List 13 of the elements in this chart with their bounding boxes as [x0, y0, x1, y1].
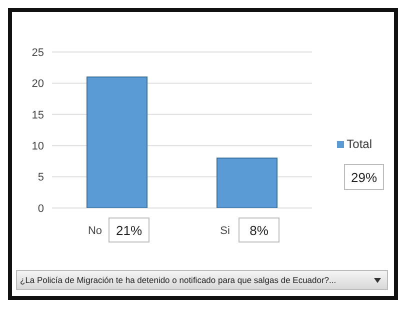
legend-label: Total — [346, 137, 372, 151]
y-tick-label: 5 — [38, 172, 44, 184]
data-label: 21% — [116, 223, 142, 238]
y-tick-label: 10 — [32, 140, 44, 153]
x-tick-label: Si — [220, 225, 230, 237]
x-axis-title: ¿La Policía de Migración te ha detenido o notificado para que salgas de Ecuador?... — [20, 275, 336, 285]
x-tick-label: No — [88, 225, 102, 237]
y-tick-label: 15 — [32, 109, 44, 122]
data-label: 8% — [250, 223, 269, 238]
y-tick-label: 0 — [38, 202, 44, 215]
text: 29% — [344, 164, 384, 190]
y-tick-label: 20 — [32, 78, 44, 90]
y-tick-label: 25 — [32, 46, 44, 59]
